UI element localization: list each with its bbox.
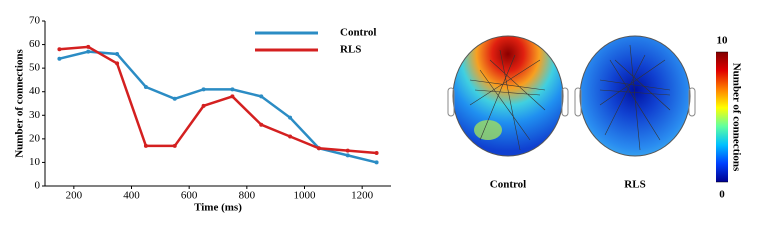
x-tick-label: 1200 (351, 190, 374, 202)
y-axis-label: Number of connections (14, 48, 26, 157)
y-tick-label: 40 (29, 85, 41, 97)
x-tick-label: 800 (239, 190, 256, 202)
y-tick-label: 60 (29, 38, 41, 50)
x-tick-label: 400 (123, 190, 140, 202)
point (374, 151, 379, 155)
point (143, 143, 148, 148)
point (172, 143, 177, 148)
y-tick-label: 0 (35, 180, 41, 192)
y-tick-label: 20 (29, 132, 41, 144)
point (345, 148, 350, 153)
point (86, 49, 91, 54)
point (316, 146, 321, 151)
point (57, 56, 62, 61)
point (259, 94, 264, 99)
point (201, 103, 206, 108)
point (172, 96, 177, 101)
x-tick-label: 200 (66, 190, 83, 202)
point (115, 61, 120, 66)
point (288, 134, 293, 139)
legend-label: RLS (340, 44, 361, 56)
y-tick-label: 30 (29, 109, 41, 121)
colorbar-label: Number of connections (730, 63, 742, 172)
colorbar (716, 52, 728, 182)
point (230, 87, 235, 92)
colorbar-tick-label: 10 (717, 35, 729, 47)
line-series (59, 45, 377, 155)
head-rls (574, 35, 696, 157)
point (288, 115, 293, 120)
x-tick-label: 1000 (294, 190, 317, 202)
point (57, 47, 62, 52)
point (201, 87, 206, 92)
point (143, 85, 148, 89)
point (115, 52, 120, 56)
point (259, 122, 264, 127)
y-tick-label: 50 (29, 62, 41, 74)
point (230, 94, 235, 99)
figure: 0 10 20 30 40 50 60 70 200 400 600 800 1000 1200 Time … (14, 15, 743, 214)
y-tick-label: 70 (29, 15, 41, 27)
panel-label: RLS (624, 179, 645, 191)
point (374, 160, 379, 165)
head-control (447, 35, 569, 157)
panel-label: Control (490, 179, 526, 191)
point (345, 153, 350, 158)
colorbar-tick-label: 0 (719, 189, 725, 201)
legend-label: Control (340, 27, 376, 39)
y-tick-label: 10 (29, 156, 41, 168)
line-series (59, 50, 377, 164)
x-axis-label: Time (ms) (194, 202, 242, 214)
point (86, 44, 91, 49)
x-tick-label: 600 (181, 190, 198, 202)
